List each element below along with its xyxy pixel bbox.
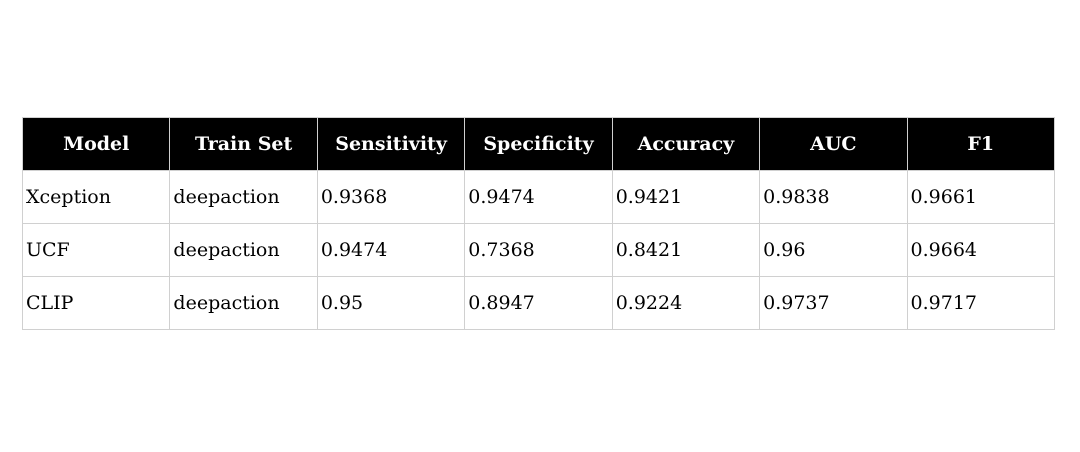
header-cell: F1: [906, 117, 1056, 171]
table-cell: 0.9717: [906, 276, 1056, 330]
table-cell: 0.9838: [759, 170, 908, 224]
table-cell: 0.9664: [906, 223, 1056, 277]
header-cell: Sensitivity: [316, 117, 466, 171]
header-cell: Accuracy: [611, 117, 761, 171]
table-cell: 0.9368: [316, 170, 466, 224]
table-header: Model Train Set Sensitivity Specificity Accu…: [21, 117, 1056, 171]
table-cell: 0.9737: [759, 276, 908, 330]
table-cell: 0.95: [316, 276, 466, 330]
table-cell: deepaction: [169, 276, 318, 330]
table-cell: Xception: [21, 170, 171, 224]
table-cell: deepaction: [169, 223, 318, 277]
table-cell: UCF: [21, 223, 171, 277]
table-cell: CLIP: [21, 276, 171, 330]
header-cell: AUC: [759, 117, 908, 171]
table-cell: 0.7368: [464, 223, 613, 277]
table-cell: 0.9224: [611, 276, 761, 330]
table-cell: 0.9661: [906, 170, 1056, 224]
table-row: CLIP deepaction 0.95 0.8947 0.9224 0.9737 0.97…: [21, 276, 1056, 330]
table-cell: 0.9474: [464, 170, 613, 224]
header-cell: Model: [21, 117, 171, 171]
header-row: Model Train Set Sensitivity Specificity Accu…: [21, 117, 1056, 171]
header-cell: Specificity: [464, 117, 613, 171]
table-cell: deepaction: [169, 170, 318, 224]
table-body: Xception deepaction 0.9368 0.9474 0.9421 0.98…: [21, 170, 1056, 330]
header-cell: Train Set: [169, 117, 318, 171]
table-cell: 0.9421: [611, 170, 761, 224]
results-table: Model Train Set Sensitivity Specificity Accu…: [21, 117, 1056, 330]
table-cell: 0.8421: [611, 223, 761, 277]
table-row: Xception deepaction 0.9368 0.9474 0.9421 0.98…: [21, 170, 1056, 224]
table-cell: 0.96: [759, 223, 908, 277]
table-cell: 0.8947: [464, 276, 613, 330]
table-cell: 0.9474: [316, 223, 466, 277]
table-row: UCF deepaction 0.9474 0.7368 0.8421 0.96 0.966…: [21, 223, 1056, 277]
